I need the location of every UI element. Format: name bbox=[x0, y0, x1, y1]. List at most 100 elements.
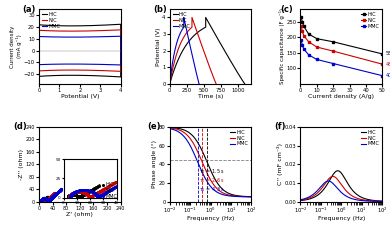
MMC bbox=[49, 195, 55, 199]
NIC bbox=[43, 199, 49, 203]
MMC bbox=[45, 199, 51, 202]
HIC bbox=[40, 199, 46, 203]
MMC bbox=[43, 197, 49, 201]
HIC bbox=[42, 198, 48, 201]
NIC bbox=[45, 197, 51, 201]
HIC bbox=[40, 199, 46, 203]
NIC bbox=[44, 198, 50, 202]
HIC bbox=[37, 199, 44, 202]
MMC bbox=[46, 199, 52, 202]
HIC bbox=[40, 199, 46, 203]
HIC bbox=[242, 82, 247, 85]
MMC bbox=[43, 197, 49, 201]
NIC bbox=[43, 199, 50, 202]
MMC bbox=[48, 196, 55, 200]
HIC bbox=[37, 199, 44, 202]
HIC bbox=[39, 199, 46, 202]
NIC bbox=[43, 199, 49, 203]
MMC bbox=[49, 196, 55, 199]
HIC bbox=[42, 197, 48, 201]
HIC bbox=[39, 199, 46, 203]
HIC bbox=[40, 199, 46, 203]
NIC bbox=[42, 198, 48, 202]
NIC bbox=[37, 199, 44, 203]
NIC bbox=[51, 192, 57, 196]
HIC bbox=[44, 196, 50, 199]
NIC bbox=[47, 196, 53, 199]
NIC bbox=[43, 199, 49, 203]
HIC bbox=[39, 199, 45, 202]
HIC bbox=[37, 199, 43, 203]
X-axis label: Current density (A/g): Current density (A/g) bbox=[308, 94, 374, 99]
NIC bbox=[46, 196, 53, 200]
HIC bbox=[43, 197, 49, 201]
HIC bbox=[40, 199, 46, 203]
NIC bbox=[43, 199, 50, 202]
NIC bbox=[37, 199, 44, 203]
NIC bbox=[42, 198, 48, 202]
NIC bbox=[45, 197, 51, 201]
NIC bbox=[45, 197, 51, 201]
MMC bbox=[46, 198, 52, 202]
NIC bbox=[37, 199, 44, 202]
MMC bbox=[37, 199, 44, 203]
NIC bbox=[43, 199, 49, 203]
HIC bbox=[40, 199, 46, 203]
Line: NIC: NIC bbox=[300, 25, 383, 65]
NIC bbox=[45, 197, 51, 201]
MMC bbox=[50, 194, 56, 198]
MMC bbox=[48, 196, 55, 200]
NIC bbox=[37, 199, 44, 202]
NIC bbox=[37, 199, 44, 202]
NIC bbox=[41, 198, 48, 202]
MMC bbox=[45, 199, 51, 203]
NIC bbox=[43, 199, 49, 203]
MMC bbox=[50, 194, 57, 198]
NIC bbox=[43, 199, 49, 203]
HIC bbox=[38, 199, 44, 202]
HIC bbox=[44, 196, 50, 199]
MMC bbox=[46, 198, 53, 202]
MMC bbox=[51, 194, 57, 197]
NIC bbox=[41, 198, 48, 202]
MMC bbox=[45, 199, 51, 203]
NIC bbox=[42, 199, 48, 202]
NIC bbox=[38, 198, 44, 202]
MMC bbox=[48, 196, 54, 200]
NIC bbox=[49, 194, 55, 197]
NIC bbox=[43, 199, 49, 203]
NIC bbox=[44, 198, 50, 202]
HIC bbox=[40, 199, 46, 203]
Y-axis label: C'' (mF cm⁻²): C'' (mF cm⁻²) bbox=[277, 143, 283, 185]
NIC bbox=[51, 192, 57, 196]
NIC bbox=[43, 199, 49, 203]
HIC bbox=[40, 199, 46, 203]
HIC bbox=[39, 199, 46, 203]
HIC bbox=[40, 199, 46, 203]
NIC bbox=[43, 199, 49, 203]
MMC bbox=[38, 198, 44, 202]
NIC bbox=[48, 195, 54, 199]
MMC bbox=[44, 198, 50, 201]
MMC bbox=[46, 198, 53, 202]
NIC bbox=[43, 199, 49, 203]
HIC bbox=[40, 199, 46, 203]
HIC bbox=[40, 199, 46, 203]
MMC bbox=[49, 196, 55, 199]
HIC bbox=[40, 199, 46, 203]
HIC bbox=[40, 199, 46, 203]
MMC bbox=[46, 199, 52, 202]
NIC bbox=[43, 199, 49, 203]
NIC bbox=[41, 197, 47, 201]
MMC bbox=[43, 197, 50, 201]
MMC bbox=[52, 192, 58, 196]
NIC bbox=[200, 47, 205, 50]
HIC bbox=[39, 199, 45, 202]
HIC bbox=[41, 199, 47, 202]
MMC bbox=[48, 197, 54, 200]
HIC bbox=[40, 199, 46, 203]
HIC bbox=[301, 25, 306, 28]
MMC bbox=[45, 199, 51, 203]
NIC bbox=[51, 192, 57, 195]
HIC bbox=[40, 199, 46, 203]
